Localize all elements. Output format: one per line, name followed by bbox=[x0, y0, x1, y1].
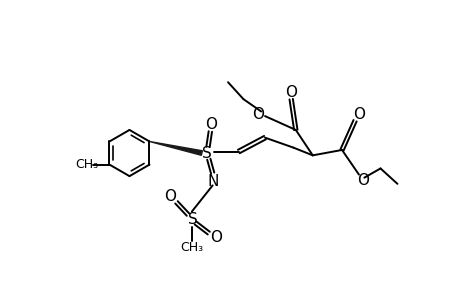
Text: O: O bbox=[285, 85, 297, 100]
Polygon shape bbox=[149, 142, 202, 155]
Text: O: O bbox=[205, 117, 217, 132]
Text: O: O bbox=[252, 107, 263, 122]
Text: O: O bbox=[209, 230, 221, 245]
Text: CH₃: CH₃ bbox=[75, 158, 99, 171]
Text: O: O bbox=[352, 107, 364, 122]
Text: O: O bbox=[356, 173, 368, 188]
Text: N: N bbox=[207, 174, 218, 189]
Text: O: O bbox=[164, 189, 176, 204]
Text: S: S bbox=[202, 146, 212, 160]
Text: S: S bbox=[187, 212, 197, 227]
Text: CH₃: CH₃ bbox=[180, 241, 203, 254]
